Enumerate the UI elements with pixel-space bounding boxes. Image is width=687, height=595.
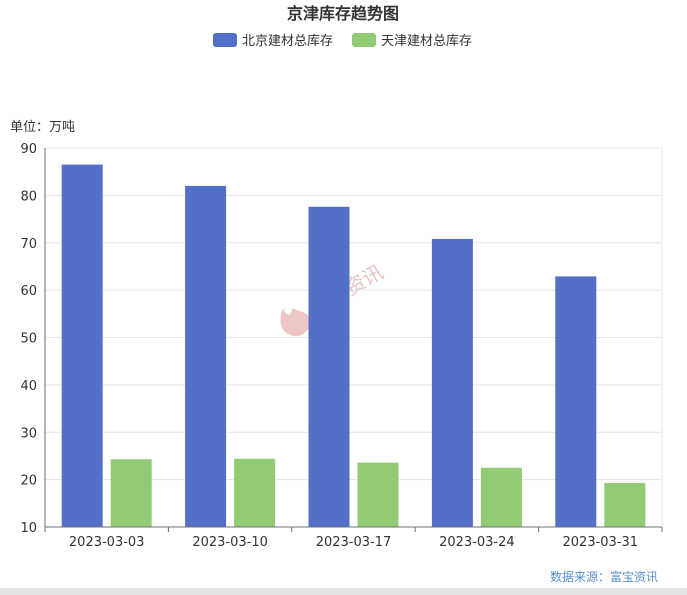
bar-beijing[interactable] bbox=[431, 238, 473, 527]
x-tick-label: 2023-03-17 bbox=[316, 535, 392, 550]
y-tick-label: 70 bbox=[20, 237, 37, 252]
x-tick-label: 2023-03-03 bbox=[69, 535, 145, 550]
bar-beijing[interactable] bbox=[61, 164, 103, 528]
y-unit-label: 单位：万吨 bbox=[10, 120, 75, 135]
legend-swatch bbox=[213, 33, 237, 47]
bar-tianjin[interactable] bbox=[110, 459, 152, 527]
bar-tianjin[interactable] bbox=[480, 467, 522, 527]
y-tick-label: 10 bbox=[20, 521, 37, 536]
legend-label: 天津建材总库存 bbox=[381, 33, 472, 49]
y-tick-label: 80 bbox=[20, 189, 37, 204]
bar-beijing[interactable] bbox=[185, 185, 227, 527]
flame-logo-icon bbox=[280, 307, 311, 337]
grid bbox=[45, 147, 663, 527]
y-tick-label: 90 bbox=[20, 142, 37, 157]
y-tick-label: 20 bbox=[20, 474, 37, 489]
legend-item[interactable]: 天津建材总库存 bbox=[352, 33, 472, 49]
legend: 北京建材总库存 天津建材总库存 bbox=[213, 33, 472, 49]
y-tick-label: 40 bbox=[20, 379, 37, 394]
legend-label: 北京建材总库存 bbox=[242, 33, 333, 49]
legend-item[interactable]: 北京建材总库存 bbox=[213, 33, 333, 49]
bar-tianjin[interactable] bbox=[357, 462, 399, 527]
y-tick-label: 60 bbox=[20, 284, 37, 299]
y-tick-label: 30 bbox=[20, 426, 37, 441]
legend-swatch bbox=[352, 33, 376, 47]
x-tick-label: 2023-03-10 bbox=[192, 535, 268, 550]
bar-beijing[interactable] bbox=[308, 206, 350, 527]
bars bbox=[61, 164, 646, 528]
axes: 10 20 30 40 50 60 70 80 90 2023-03-03 2023-03-10 20… bbox=[20, 142, 663, 550]
x-tick-label: 2023-03-24 bbox=[439, 535, 515, 550]
data-source-footer: 数据来源：富宝资讯 bbox=[550, 569, 658, 584]
y-tick-label: 50 bbox=[20, 332, 37, 347]
bar-tianjin[interactable] bbox=[604, 482, 646, 527]
bottom-scrollbar[interactable] bbox=[0, 588, 687, 595]
bar-beijing[interactable] bbox=[555, 276, 597, 527]
chart-title: 京津库存趋势图 bbox=[287, 4, 399, 23]
x-tick-label: 2023-03-31 bbox=[563, 535, 639, 550]
bar-tianjin[interactable] bbox=[234, 458, 276, 527]
